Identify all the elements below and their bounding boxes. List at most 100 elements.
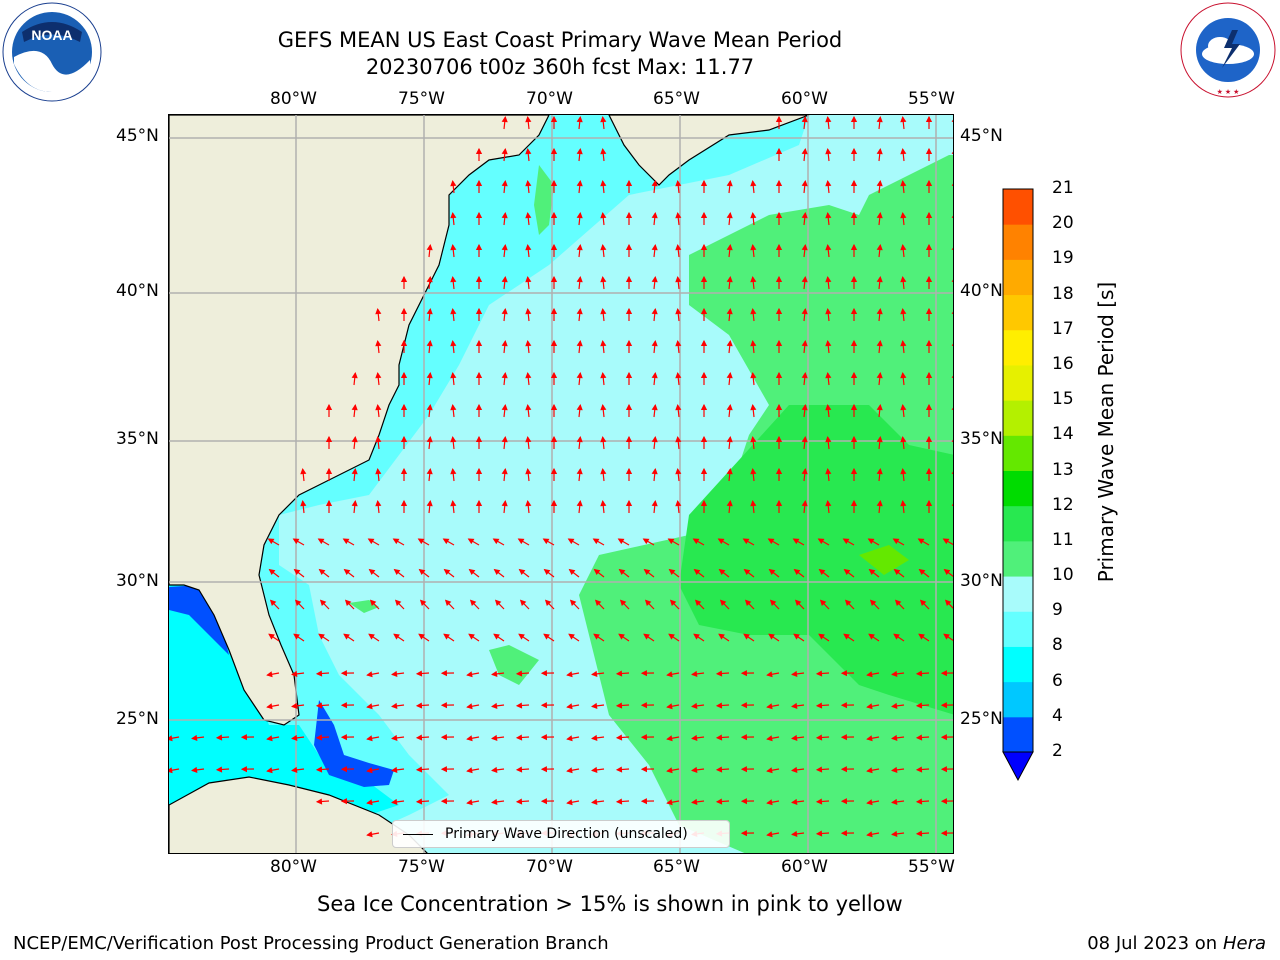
lon-label-top-55w: 55°W (908, 89, 955, 109)
wave-arrow-head (268, 633, 275, 640)
wave-arrow-head (750, 180, 757, 187)
wave-arrow-head (369, 599, 377, 607)
noaa-logo-text: NOAA (31, 27, 72, 43)
wave-arrow-head (576, 212, 583, 219)
wave-arrow-head (467, 538, 475, 545)
wave-arrow-head (825, 116, 832, 123)
wave-arrow-head (876, 212, 883, 219)
wave-arrow-head (750, 404, 757, 411)
wave-arrow-head (400, 467, 408, 474)
wave-arrow-head (925, 179, 933, 186)
wave-arrow-head (625, 435, 633, 442)
wave-arrow-head (426, 404, 433, 411)
wave-arrow-head (775, 371, 783, 378)
wave-arrow-head (191, 766, 198, 773)
wave-arrow-head (400, 307, 408, 314)
wave-arrow-head (540, 766, 548, 773)
wave-arrow-head (825, 212, 832, 219)
wave-arrow-head (366, 831, 373, 838)
wave-arrow-head (775, 179, 783, 186)
wave-arrow-head (666, 735, 673, 742)
wave-arrow-head (675, 436, 682, 443)
wave-arrow-head (850, 307, 858, 314)
wave-arrow-head (351, 436, 358, 443)
wave-arrow-head (615, 702, 623, 709)
wave-arrow-head (925, 275, 933, 282)
wave-arrow-head (726, 180, 733, 187)
wave-arrow-head (700, 211, 708, 218)
wave-arrow-head (266, 767, 273, 774)
wave-arrow-head (544, 599, 552, 607)
wave-arrow-head (375, 500, 382, 507)
wave-arrow-head (843, 568, 851, 576)
period-band-9-10-patch1 (489, 645, 539, 685)
wave-arrow-head (400, 371, 408, 378)
lat-label-right-45n: 45°N (960, 126, 1003, 146)
wave-arrow-head (925, 499, 933, 506)
wave-arrow-head (215, 766, 223, 773)
wave-arrow-head (918, 568, 926, 576)
wave-arrow-head (340, 798, 348, 805)
wave-arrow-head (615, 766, 623, 773)
lat-label-left-30n: 30°N (116, 571, 159, 591)
wave-arrow-head (644, 599, 652, 607)
colorbar-segment (1003, 364, 1033, 401)
wave-arrow-head (775, 467, 783, 474)
wave-arrow-head (825, 148, 832, 155)
wave-arrow-head (793, 633, 800, 640)
svg-text:★ ★ ★: ★ ★ ★ (1217, 88, 1240, 96)
wave-arrow-head (925, 243, 933, 250)
wave-arrow-head (315, 766, 323, 773)
map-canvas (169, 115, 953, 853)
wave-arrow-head (576, 148, 583, 155)
wave-arrow-head (792, 538, 800, 545)
wave-arrow-head (691, 798, 698, 805)
colorbar-ticks: 2 4 6 8 9 10 11 12 13 14 15 16 17 18 19 20 21 (1040, 180, 1090, 770)
wave-arrow-head (791, 734, 798, 741)
wave-arrow-head (518, 633, 525, 640)
wave-arrow-head (818, 568, 826, 576)
wave-arrow-head (191, 734, 198, 741)
wave-arrow-head (501, 340, 508, 347)
wave-arrow-head (675, 308, 682, 315)
wave-arrow-head (625, 371, 633, 378)
wave-arrow-head (291, 766, 298, 773)
lon-label-bottom-75w: 75°W (398, 857, 445, 877)
wave-arrow-head (651, 308, 658, 315)
wave-arrow-head (391, 670, 398, 677)
wave-arrow-head (801, 404, 808, 411)
wave-arrow-head (593, 568, 601, 576)
wave-arrow-head (801, 308, 808, 315)
wave-arrow-head (600, 468, 607, 475)
wave-arrow-head (750, 468, 757, 475)
sea-ice-note: Sea Ice Concentration > 15% is shown in … (317, 892, 903, 916)
wave-arrow-head (791, 702, 798, 709)
wave-arrow-head (240, 766, 248, 773)
wave-arrow-head (267, 538, 275, 545)
wave-arrow-head (342, 538, 350, 545)
colorbar-segment (1003, 540, 1033, 577)
wave-arrow-head (542, 538, 550, 545)
wave-arrow-head (375, 436, 382, 443)
wave-arrow-head (266, 671, 273, 678)
wave-arrow-head (651, 244, 658, 251)
wave-arrow-head (794, 599, 802, 607)
wave-arrow-head (691, 670, 698, 677)
wave-arrow-head (766, 703, 773, 710)
wave-arrow-head (693, 568, 701, 576)
wave-arrow-head (319, 599, 327, 607)
wave-arrow-head (493, 568, 501, 576)
wave-arrow-head (615, 798, 623, 805)
colorbar-segment (1003, 189, 1033, 225)
wave-arrow-head (850, 467, 858, 474)
wave-arrow-head (750, 500, 757, 507)
colorbar-tick-label: 6 (1052, 670, 1063, 691)
wave-arrow-head (940, 830, 948, 837)
wave-arrow-head (740, 702, 748, 709)
wave-arrow-head (668, 633, 675, 640)
wave-arrow-head (600, 308, 607, 315)
colorbar-svg (1002, 188, 1034, 782)
wave-arrow-head (525, 212, 532, 219)
wave-arrow-head (540, 702, 548, 709)
wave-arrow-head (869, 599, 877, 607)
